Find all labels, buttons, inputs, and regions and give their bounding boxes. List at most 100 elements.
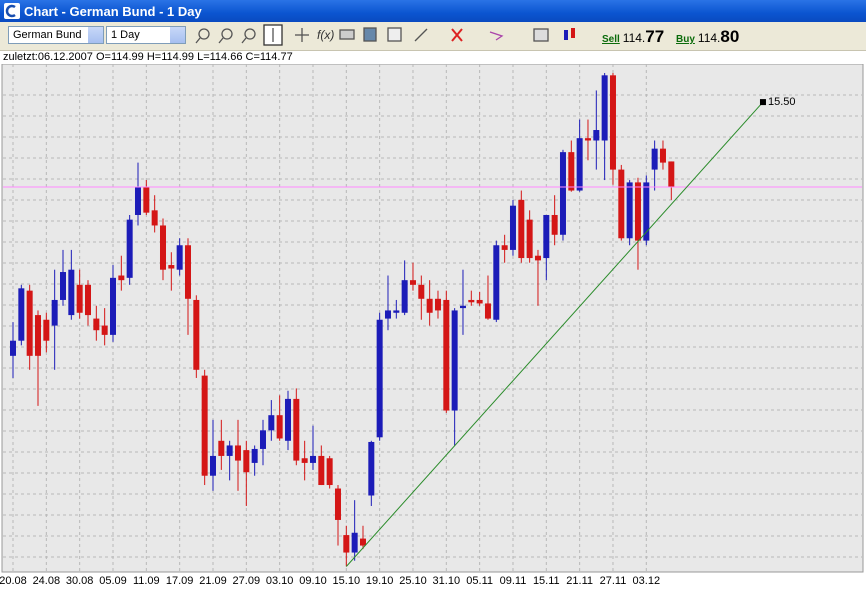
candle-body <box>318 455 325 486</box>
candle-body <box>468 299 475 303</box>
candle-body <box>309 455 316 463</box>
candle-body <box>226 445 233 456</box>
sell-price[interactable]: Sell 114.77 <box>602 27 664 47</box>
buy-price[interactable]: Buy 114.80 <box>676 27 739 47</box>
candle-body <box>534 255 541 261</box>
candle-body <box>126 219 133 278</box>
candle-body <box>459 305 466 309</box>
candle-body <box>26 290 33 356</box>
candle-body <box>343 535 350 553</box>
candle-body <box>101 325 108 335</box>
x-tick-label: 27.09 <box>233 575 261 587</box>
candle-body <box>159 225 166 270</box>
candle-body <box>218 440 225 456</box>
title-bar: Chart - German Bund - 1 Day <box>0 0 866 22</box>
x-tick-label: 19.10 <box>366 575 394 587</box>
candle-body <box>118 275 125 281</box>
candle-body <box>176 245 183 270</box>
candle-body <box>518 199 525 259</box>
candle-body <box>426 298 433 313</box>
candle-body <box>76 284 83 313</box>
candle-body <box>209 455 216 476</box>
candle-body <box>51 299 58 326</box>
buy-head: 114. <box>697 31 721 45</box>
candle-body <box>109 277 116 335</box>
x-tick-label: 17.09 <box>166 575 194 587</box>
sell-label: Sell <box>602 34 620 45</box>
candle-body <box>509 205 516 250</box>
instrument-select[interactable]: German Bund <box>8 26 104 44</box>
candle-body <box>68 269 75 316</box>
candle-body <box>234 445 241 461</box>
candle-body <box>668 161 675 188</box>
window-title: Chart - German Bund - 1 Day <box>24 4 202 19</box>
sell-tail: 77 <box>645 27 665 46</box>
toolbar: German Bund 1 Day f(x) Sell 114.77 Buy 114… <box>0 22 866 51</box>
x-tick-label: 30.08 <box>66 575 94 587</box>
candle-body <box>284 398 291 441</box>
sell-head: 114. <box>622 31 646 45</box>
candle-body <box>143 187 150 213</box>
candle-body <box>609 75 616 170</box>
candle-body <box>201 375 208 476</box>
period-select[interactable]: 1 Day <box>106 26 186 44</box>
candle-body <box>43 319 50 341</box>
x-tick-label: 27.11 <box>600 575 627 587</box>
app-icon <box>4 3 20 19</box>
candle-body <box>484 303 491 319</box>
candle-body <box>334 488 341 520</box>
trend-label: 15.50 <box>768 96 796 108</box>
candle-body <box>526 219 533 259</box>
candle-body <box>59 272 66 300</box>
x-tick-label: 20.08 <box>0 575 27 587</box>
candle-body <box>584 138 591 141</box>
x-tick-label: 09.11 <box>500 575 527 587</box>
info-line: zuletzt:06.12.2007 O=114.99 H=114.99 L=1… <box>3 51 293 63</box>
candle-body <box>393 310 400 313</box>
chart: 15.50 20.08 24.08 30.08 05.09 11.09 17.09 21.0… <box>0 64 864 587</box>
x-tick-label: 25.10 <box>399 575 427 587</box>
candle-body <box>601 75 608 141</box>
tool-icons: f(x) <box>195 24 575 46</box>
candle-body <box>409 280 416 285</box>
x-tick-label: 21.11 <box>566 575 593 587</box>
candle-body <box>626 182 633 239</box>
candle-body <box>418 284 425 299</box>
x-tick-label: 24.08 <box>33 575 61 587</box>
candle-body <box>543 214 550 259</box>
candle-body <box>134 187 141 215</box>
candle-body <box>34 315 41 356</box>
trend-handle <box>759 99 766 106</box>
buy-label: Buy <box>676 34 695 45</box>
x-tick-label: 11.09 <box>133 575 160 587</box>
x-tick-label: 15.11 <box>533 575 560 587</box>
candle-body <box>659 148 666 163</box>
candle-body <box>326 458 333 486</box>
x-tick-label: 03.12 <box>633 575 661 587</box>
candle-body <box>576 138 583 191</box>
candle-body <box>651 148 658 170</box>
plot-area <box>1 64 864 573</box>
h-grid <box>3 94 862 558</box>
instrument: German Bund <box>13 29 82 41</box>
candle-body <box>451 310 458 411</box>
candle-body <box>434 298 441 311</box>
candle-body <box>401 280 408 313</box>
candle-body <box>151 210 158 226</box>
svg-text:f(x): f(x) <box>317 28 334 42</box>
candle-body <box>368 441 375 496</box>
candle-body <box>493 245 500 320</box>
candle-body <box>168 265 175 269</box>
candle-body <box>568 152 575 191</box>
candle-body <box>193 299 200 370</box>
candle-body <box>293 398 300 461</box>
candle-body <box>259 430 266 449</box>
x-tick-label: 15.10 <box>333 575 361 587</box>
x-tick-label: 05.11 <box>466 575 493 587</box>
x-tick-label: 21.09 <box>199 575 227 587</box>
candle-body <box>618 169 625 239</box>
candle-body <box>559 152 566 235</box>
candle-body <box>268 415 275 431</box>
x-tick-label: 09.10 <box>299 575 327 587</box>
